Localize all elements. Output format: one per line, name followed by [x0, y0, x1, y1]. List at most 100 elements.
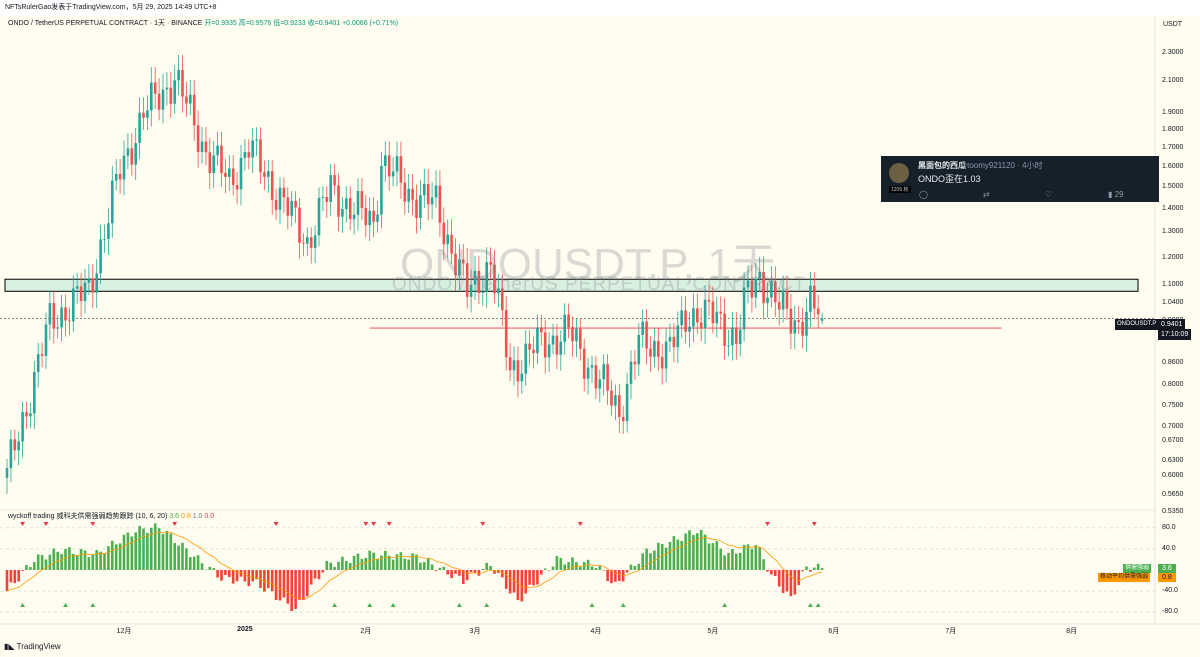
retweet-icon[interactable]: ⇄	[983, 190, 990, 199]
reply-icon[interactable]: ◯	[919, 190, 928, 199]
views-button[interactable]: ▮ 29	[1108, 190, 1124, 199]
price-tick: 0.5350	[1162, 508, 1184, 516]
candle	[571, 327, 574, 342]
price-tick: 0.6000	[1162, 471, 1184, 479]
indicator-bar	[680, 540, 683, 570]
candle	[473, 270, 477, 285]
bear-signal-marker	[480, 522, 486, 526]
indicator-tick: 80.0	[1162, 523, 1176, 531]
indicator-bar	[165, 531, 169, 570]
candle	[286, 197, 290, 216]
price-chart[interactable]	[0, 16, 1200, 642]
indicator-bar	[212, 568, 215, 570]
candle	[781, 290, 785, 310]
indicator-bar	[770, 570, 773, 575]
candle	[485, 262, 488, 292]
heart-icon[interactable]: ♡	[1045, 190, 1053, 199]
candle	[758, 272, 761, 279]
indicator-bar	[536, 570, 539, 585]
indicator-bar	[282, 570, 286, 598]
indicator-bar	[52, 548, 56, 570]
indicator-bar	[501, 570, 504, 578]
indicator-bar	[407, 559, 410, 570]
time-tick: 5月	[707, 628, 719, 635]
candle	[118, 173, 122, 180]
indicator-bar	[103, 553, 106, 570]
tradingview-logo[interactable]: ▮◣ TradingView	[4, 642, 61, 651]
candle	[641, 321, 644, 335]
candle	[333, 175, 336, 186]
candle	[664, 341, 668, 369]
ma-label: 移动平均供需强弱	[1098, 573, 1151, 582]
candle	[306, 237, 309, 244]
indicator-legend[interactable]: wyckoff trading 威科夫供需强弱趋势跟踪 (10, 6, 20) …	[8, 511, 214, 521]
candle	[715, 311, 719, 324]
candle	[699, 322, 703, 328]
indicator-bar	[641, 553, 644, 570]
indicator-bar	[5, 570, 9, 592]
candle	[477, 270, 481, 293]
price-tick: 0.8000	[1162, 381, 1184, 389]
indicator-bar	[29, 566, 32, 570]
indicator-bar	[516, 570, 520, 601]
indicator-bar	[555, 556, 559, 570]
indicator-bar	[579, 566, 582, 570]
indicator-bar	[21, 570, 24, 571]
tweet-author[interactable]: 黑面包的西瓜	[918, 161, 966, 170]
indicator-bar	[204, 569, 208, 571]
indicator-bar	[746, 544, 750, 570]
price-tick: 1.4000	[1162, 205, 1184, 213]
candle	[208, 152, 212, 173]
indicator-bar	[543, 568, 547, 570]
indicator-bar	[231, 570, 235, 584]
candle	[142, 112, 145, 118]
watermark-name: ONDO / TetherUS PERPETUAL CONTRACT	[392, 274, 807, 295]
candle	[153, 82, 157, 94]
avatar[interactable]	[889, 163, 909, 183]
candle	[610, 390, 613, 406]
indicator-bar	[774, 570, 777, 577]
candle	[204, 141, 208, 153]
candle	[239, 157, 243, 190]
indicator-bar	[17, 570, 20, 582]
indicator-bar	[711, 543, 715, 570]
bear-signal-marker	[811, 522, 817, 526]
indicator-bar	[477, 570, 481, 576]
candle	[228, 168, 231, 177]
candle	[235, 185, 239, 190]
candle	[255, 139, 258, 141]
candle	[5, 468, 9, 478]
bear-signal-marker	[273, 522, 279, 526]
candle	[157, 93, 161, 110]
indicator-bar	[727, 552, 730, 570]
candle	[707, 299, 711, 302]
indicator-bar	[83, 550, 87, 570]
candle	[458, 259, 461, 276]
indicator-bar	[462, 570, 465, 585]
candle	[536, 327, 539, 354]
candle	[423, 183, 426, 196]
candle	[376, 214, 379, 222]
tweet-card[interactable]: 1205 枚 黑面包的西瓜 @toomy921120 · 4小时 ONDO歪在1…	[881, 156, 1159, 202]
indicator-bar	[399, 552, 403, 570]
bull-signal-marker	[815, 603, 821, 607]
indicator-bar	[48, 554, 52, 570]
candle	[575, 328, 578, 342]
candle	[703, 299, 707, 328]
candle	[267, 171, 270, 177]
indicator-bar	[360, 559, 364, 570]
candle	[243, 152, 247, 158]
candle	[52, 303, 56, 329]
indicator-bar	[177, 545, 180, 570]
candle	[200, 141, 204, 153]
indicator-bar	[438, 567, 442, 570]
indicator-bar	[547, 570, 551, 571]
bull-signal-marker	[90, 603, 96, 607]
indicator-bar	[270, 570, 274, 592]
indicator-bar	[72, 553, 75, 570]
current-price-tag: 0.9401	[1158, 319, 1186, 330]
candle	[809, 285, 812, 312]
candle	[450, 234, 453, 254]
current-symbol-tag: ONDOUSDT.P	[1115, 319, 1159, 330]
candle	[696, 308, 699, 323]
